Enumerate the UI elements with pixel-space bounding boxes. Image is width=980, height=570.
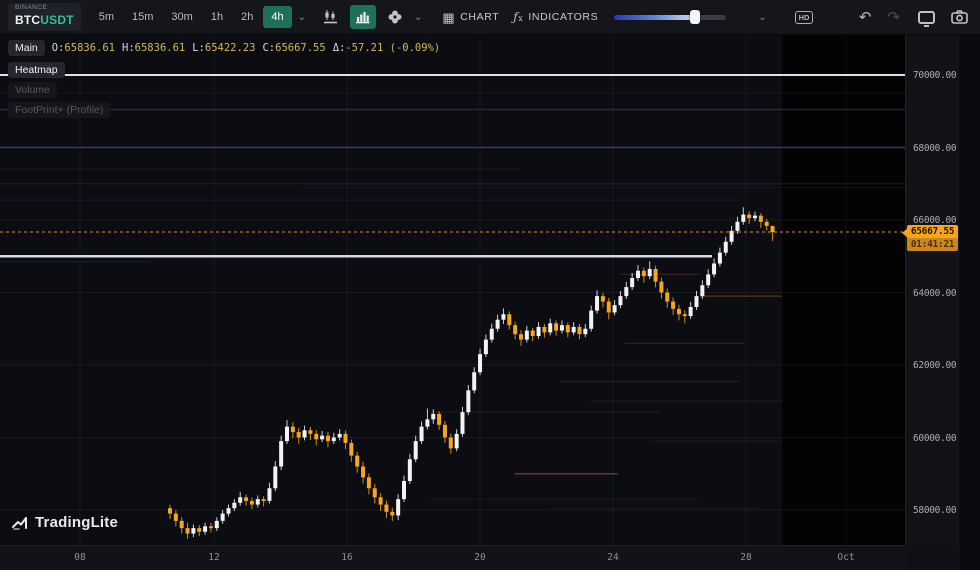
layer-settings-button[interactable]	[382, 5, 408, 29]
hd-quality-button[interactable]: HD	[794, 10, 814, 24]
chart-area: Main O:65836.61 H:65836.61 L:65422.23 C:…	[0, 35, 905, 545]
time-tick-oct: Oct	[837, 552, 855, 563]
timeframe-chevron-icon[interactable]: ⌄	[297, 11, 306, 23]
axis-corner	[905, 545, 958, 570]
ohlc-delta: Δ:-57.21 (-0.09%)	[332, 42, 441, 54]
slider-handle[interactable]	[690, 10, 701, 24]
candle-countdown: 01:41:21	[907, 238, 958, 252]
slider-chevron-icon[interactable]: ⌄	[758, 11, 767, 23]
indicators-button[interactable]: ƒx INDICATORS	[513, 10, 598, 24]
last-price-value: 65667.55	[907, 225, 958, 239]
ohlc-close: C:65667.55	[262, 42, 326, 54]
timeframe-1h-button[interactable]: 1h	[203, 6, 231, 28]
chart-canvas[interactable]	[0, 35, 905, 545]
watermark-label: TradingLite	[35, 514, 119, 531]
price-tick-70000: 70000.00	[913, 70, 957, 81]
candlestick-icon	[324, 10, 338, 24]
price-tick-62000: 62000.00	[913, 360, 957, 371]
camera-icon	[951, 10, 968, 24]
time-axis[interactable]: 08 12 16 20 24 28 Oct	[0, 545, 905, 570]
symbol-quote-label: USDT	[40, 12, 74, 27]
time-tick-20: 20	[474, 552, 486, 563]
ohlc-open: O:65836.61	[51, 42, 115, 54]
price-tick-60000: 60000.00	[913, 432, 957, 444]
ohlc-low: L:65422.23	[192, 42, 256, 54]
slider-track	[614, 15, 727, 20]
time-tick-16: 16	[341, 552, 353, 563]
time-tick-12: 12	[208, 552, 220, 563]
layer-pill-heatmap[interactable]: Heatmap	[8, 62, 65, 78]
price-axis[interactable]: 65667.55 01:41:21 70000.00 68000.00 66000.…	[902, 35, 958, 545]
layer-pill-footprint-profile-[interactable]: FootPrint+ (Profile)	[8, 102, 111, 118]
badge-notch	[902, 228, 908, 239]
timeframe-15m-button[interactable]: 15m	[124, 6, 161, 28]
series-main-pill[interactable]: Main	[8, 40, 45, 56]
top-toolbar: BINANCE BTCUSDT 5m 15m 30m 1h 2h 4h ⌄	[0, 0, 980, 35]
fullscreen-button[interactable]	[918, 10, 935, 27]
grid-icon: ▦	[442, 9, 456, 25]
timeframe-2h-button[interactable]: 2h	[233, 6, 261, 28]
price-tick-64000: 64000.00	[913, 287, 957, 299]
price-tick-66000: 66000.00	[913, 215, 957, 226]
time-tick-08: 08	[74, 552, 86, 563]
layer-list: Heatmap Volume FootPrint+ (Profile)	[8, 62, 111, 118]
timeframe-4h-button[interactable]: 4h	[263, 6, 292, 28]
heatmap-layer-button[interactable]	[349, 5, 376, 29]
watermark: TradingLite	[12, 514, 118, 531]
right-edge-panel	[958, 35, 980, 570]
undo-button[interactable]: ↶	[858, 8, 872, 26]
heatmap-intensity-slider[interactable]	[614, 10, 727, 24]
timeframe-5m-button[interactable]: 5m	[91, 6, 122, 28]
last-price-badge: 65667.55 01:41:21	[902, 225, 958, 252]
timeframe-30m-button[interactable]: 30m	[163, 6, 200, 28]
layers-chevron-icon[interactable]: ⌄	[413, 11, 423, 23]
screenshot-button[interactable]	[951, 10, 968, 24]
heatmap-icon	[356, 12, 370, 24]
symbol-selector[interactable]: BINANCE BTCUSDT	[8, 3, 81, 31]
ohlc-high: H:65836.61	[122, 42, 186, 54]
price-tick-58000: 58000.00	[913, 505, 957, 516]
price-tick-68000: 68000.00	[913, 142, 957, 154]
time-tick-28: 28	[740, 552, 752, 563]
tradinglite-logo-icon	[12, 517, 27, 530]
chart-button-label: CHART	[460, 11, 500, 23]
ohlc-bar: Main O:65836.61 H:65836.61 L:65422.23 C:…	[8, 40, 440, 56]
redo-button[interactable]: ↷	[887, 8, 900, 26]
chart-button[interactable]: ▦ CHART	[442, 11, 499, 24]
time-tick-24: 24	[607, 552, 619, 563]
flower-icon	[388, 10, 402, 24]
fx-icon: ƒx	[513, 10, 524, 24]
exchange-label: BINANCE	[15, 4, 48, 12]
candlestick-layer-button[interactable]	[318, 5, 344, 29]
layer-pill-volume[interactable]: Volume	[8, 82, 58, 98]
symbol-base-label: BTCUSDT	[15, 12, 74, 27]
indicators-button-label: INDICATORS	[528, 11, 599, 23]
timeframe-group: 5m 15m 30m 1h 2h 4h	[91, 6, 292, 28]
